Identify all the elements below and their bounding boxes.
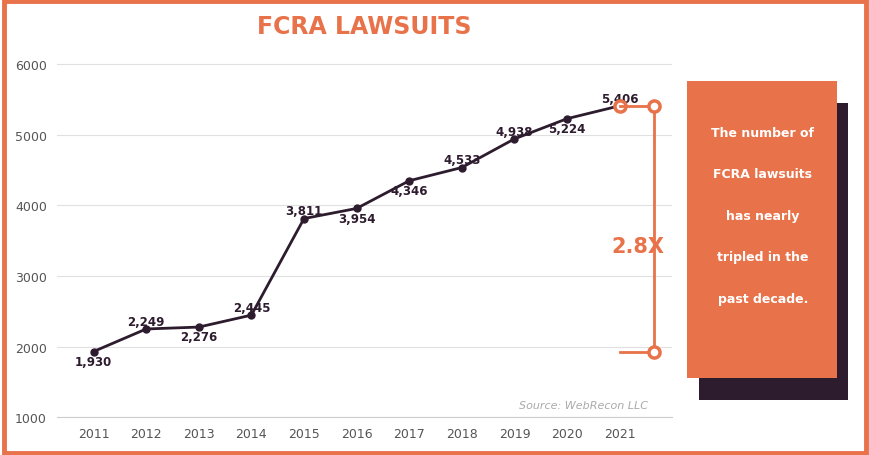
Text: 2,445: 2,445	[232, 301, 270, 314]
Text: FCRA lawsuits: FCRA lawsuits	[713, 168, 812, 181]
Text: past decade.: past decade.	[717, 292, 807, 305]
Text: 2,249: 2,249	[128, 315, 164, 328]
Text: 3,954: 3,954	[337, 212, 375, 225]
Text: 4,533: 4,533	[442, 154, 480, 167]
Text: has nearly: has nearly	[726, 209, 799, 222]
Text: 3,811: 3,811	[285, 205, 322, 218]
Text: Source: WebRecon LLC: Source: WebRecon LLC	[518, 400, 647, 410]
FancyBboxPatch shape	[698, 104, 847, 400]
Text: 5,224: 5,224	[547, 123, 585, 136]
Text: The number of: The number of	[711, 126, 813, 139]
Text: 2,276: 2,276	[180, 331, 217, 344]
FancyBboxPatch shape	[687, 82, 836, 378]
Text: tripled in the: tripled in the	[716, 251, 808, 263]
Text: 4,346: 4,346	[390, 185, 428, 197]
Text: 2.8X: 2.8X	[611, 237, 664, 257]
Title: FCRA LAWSUITS: FCRA LAWSUITS	[257, 15, 471, 39]
Text: 5,406: 5,406	[600, 92, 638, 105]
Text: 4,938: 4,938	[495, 125, 533, 138]
Text: 1,930: 1,930	[75, 355, 112, 368]
